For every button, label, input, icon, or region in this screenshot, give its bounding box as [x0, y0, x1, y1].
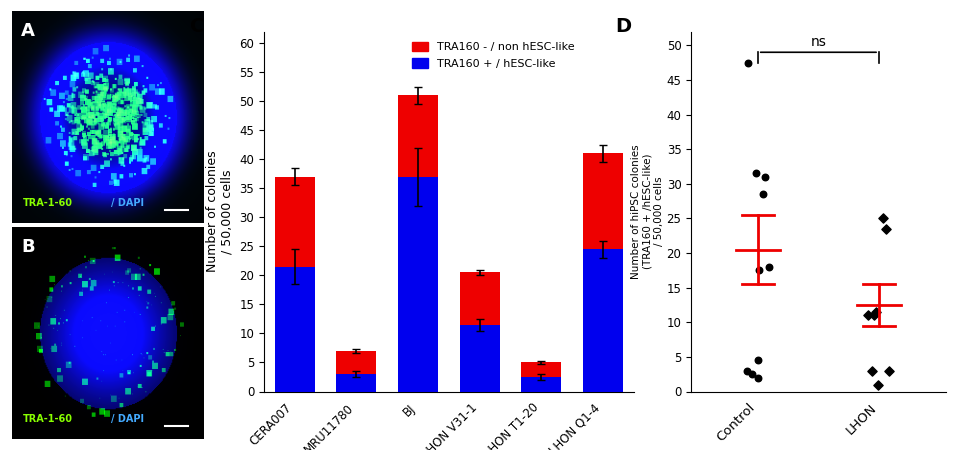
Bar [521, 362, 562, 377]
Text: ns: ns [810, 35, 827, 49]
Y-axis label: Number of hiPSC colonies
(TRA160 + /hESC-like)
/ 50,000 cells: Number of hiPSC colonies (TRA160 + /hESC… [631, 144, 663, 279]
Bar [398, 95, 438, 177]
Bar [336, 374, 376, 392]
Bar [460, 272, 499, 325]
Text: D: D [614, 17, 631, 36]
Point [740, 59, 756, 66]
Bar [521, 377, 562, 392]
Point [881, 367, 897, 374]
Point [745, 371, 760, 378]
Bar [275, 267, 315, 392]
Point [750, 374, 765, 381]
Text: TRA-1-60: TRA-1-60 [23, 414, 73, 424]
Text: TRA-1-60: TRA-1-60 [23, 198, 73, 208]
Text: / DAPI: / DAPI [111, 414, 144, 424]
Bar [583, 153, 623, 249]
Point [756, 191, 771, 198]
Point [761, 263, 777, 270]
Point [740, 367, 756, 374]
Text: C: C [190, 17, 204, 36]
Y-axis label: Number of colonies
/ 50,000 cells: Number of colonies / 50,000 cells [205, 151, 234, 272]
Point [756, 173, 772, 180]
Point [870, 381, 885, 388]
Point [750, 357, 765, 364]
Point [878, 225, 894, 232]
Point [864, 367, 879, 374]
Text: B: B [21, 238, 35, 256]
Point [866, 312, 881, 319]
Bar [336, 351, 376, 374]
Text: / DAPI: / DAPI [111, 198, 144, 208]
Point [876, 215, 891, 222]
Legend: TRA160 - / non hESC-like, TRA160 + / hESC-like: TRA160 - / non hESC-like, TRA160 + / hES… [407, 37, 579, 73]
Bar [398, 177, 438, 392]
Point [751, 267, 766, 274]
Bar [460, 325, 499, 392]
Bar [275, 177, 315, 267]
Bar [583, 249, 623, 392]
Point [861, 312, 876, 319]
Text: A: A [21, 22, 35, 40]
Point [749, 170, 764, 177]
Point [869, 308, 884, 315]
